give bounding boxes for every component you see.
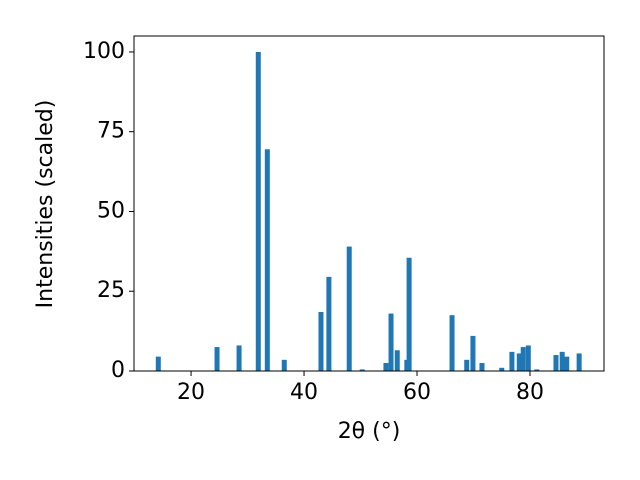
bar xyxy=(516,353,522,371)
bar xyxy=(318,311,324,371)
bar xyxy=(359,369,365,371)
y-tick-label: 75 xyxy=(97,119,125,144)
bar xyxy=(479,363,485,371)
bar xyxy=(394,350,400,371)
bar xyxy=(449,315,455,371)
plot-frame xyxy=(133,35,605,372)
bar xyxy=(281,359,287,371)
y-tick-label: 100 xyxy=(83,39,125,64)
bar xyxy=(464,359,470,371)
bar xyxy=(520,347,526,371)
y-tick-label: 50 xyxy=(97,198,125,223)
bar xyxy=(564,356,570,371)
y-tick-label: 0 xyxy=(111,358,125,383)
bar xyxy=(534,369,540,371)
bar xyxy=(525,345,531,371)
bar xyxy=(155,356,161,371)
bar xyxy=(499,367,505,371)
bar xyxy=(388,313,394,371)
bar xyxy=(406,257,412,371)
x-tick-label: 40 xyxy=(290,380,318,405)
bar xyxy=(509,351,515,371)
bar xyxy=(470,335,476,371)
bar xyxy=(559,351,565,371)
y-tick-label: 25 xyxy=(97,278,125,303)
bar xyxy=(326,276,332,371)
bar xyxy=(214,347,220,371)
x-axis-label: 2θ (°) xyxy=(338,419,401,444)
bar xyxy=(255,51,261,371)
bar xyxy=(236,345,242,371)
y-axis-label: Intensities (scaled) xyxy=(33,100,58,309)
bar xyxy=(346,246,352,371)
bar xyxy=(264,149,270,371)
x-tick-label: 60 xyxy=(403,380,431,405)
x-tick-label: 20 xyxy=(177,380,205,405)
bar xyxy=(553,355,559,371)
x-tick-label: 80 xyxy=(516,380,544,405)
bar xyxy=(383,363,389,371)
bar xyxy=(576,353,582,371)
